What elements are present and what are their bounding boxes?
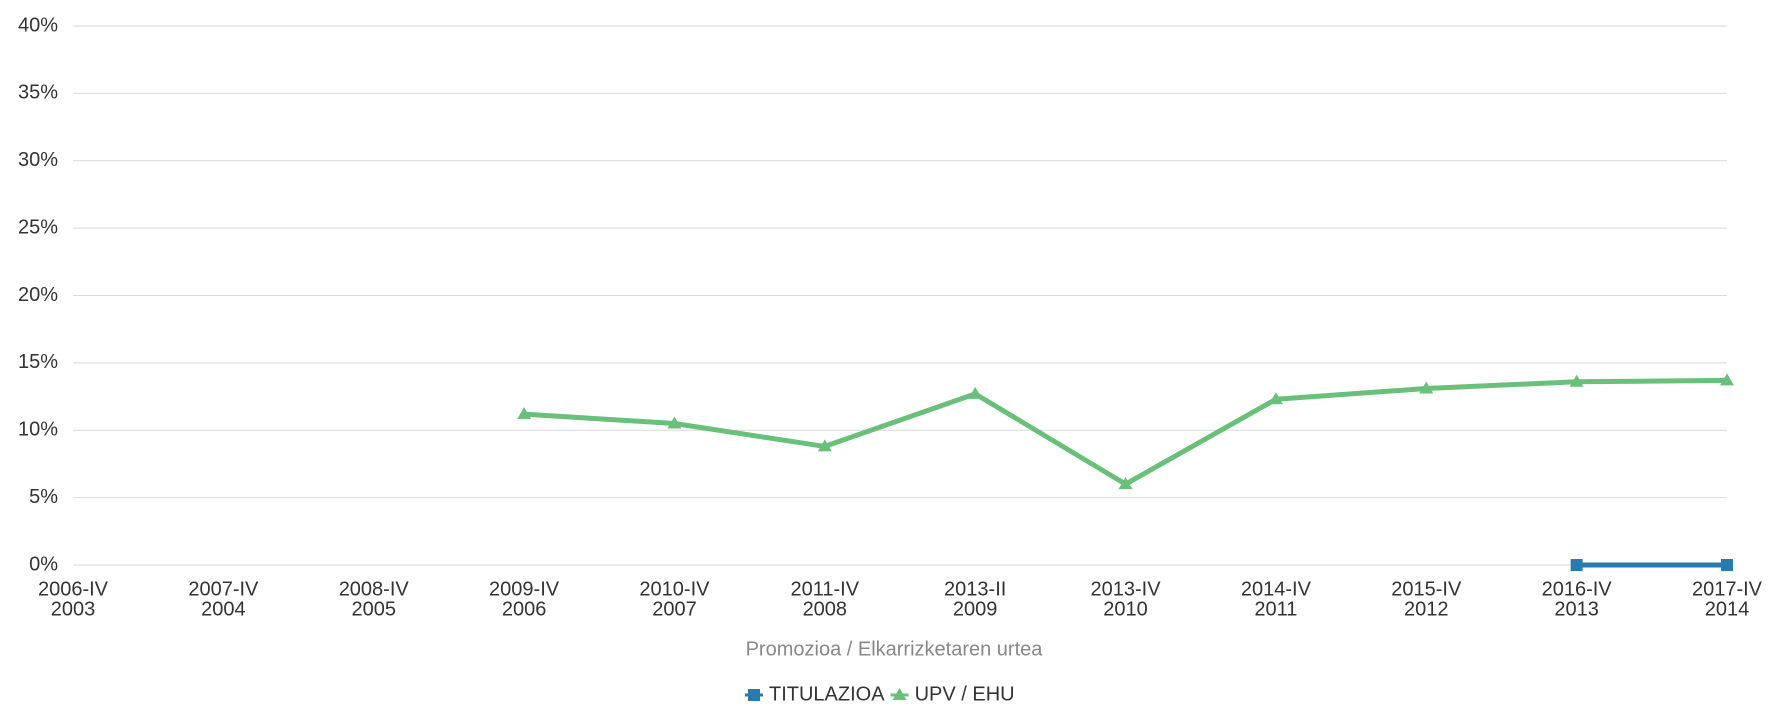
y-tick-label: 35% [18,82,58,104]
marker [1570,559,1583,571]
x-tick-label: 2006-IV [38,578,109,600]
x-tick-label: 2012 [1404,598,1449,620]
y-tick-label: 40% [18,14,58,36]
x-tick-label: 2006 [502,598,547,620]
marker [1720,373,1734,386]
marker [667,416,682,429]
marker [817,439,832,452]
y-tick-label: 5% [29,486,58,508]
x-tick-label: 2013-II [944,578,1006,600]
x-tick-label: 2004 [201,598,246,620]
x-tick-label: 2017-IV [1692,578,1763,600]
marker [1569,374,1584,387]
x-tick-label: 2009 [953,598,998,620]
marker [1721,559,1733,571]
x-tick-label: 2016-IV [1542,578,1613,600]
x-tick-label: 2010-IV [639,578,710,600]
x-tick-label: 2008-IV [339,578,410,600]
x-tick-label: 2011 [1254,598,1297,620]
x-tick-label: 2009-IV [489,578,560,600]
x-tick-label: 2007 [652,598,697,620]
y-tick-label: 10% [18,419,58,441]
y-tick-label: 25% [18,216,58,238]
x-tick-label: 2015-IV [1391,578,1462,600]
y-tick-label: 20% [18,284,58,306]
x-tick-label: 2005 [351,598,396,620]
y-tick-label: 0% [29,553,58,575]
x-tick-label: 2013 [1554,598,1599,620]
legend-marker [748,689,760,701]
marker [1268,392,1283,405]
legend-marker [892,688,907,700]
y-tick-label: 30% [18,149,58,171]
x-tick-label: 2011-IV [791,578,860,600]
marker [517,407,532,420]
legend-label: UPV / EHU [915,683,1015,705]
legend-label: TITULAZIOA [769,683,885,705]
x-tick-label: 2013-IV [1091,578,1162,600]
x-tick-label: 2014-IV [1241,578,1312,600]
x-tick-label: 2003 [51,598,96,620]
marker [1419,381,1434,394]
series-line [523,377,1728,487]
y-tick-label: 15% [18,351,58,373]
x-tick-label: 2007-IV [188,578,259,600]
x-tick-label: 2008 [803,598,848,620]
x-axis-title: Promozioa / Elkarrizketaren urtea [746,638,1044,660]
marker [1118,477,1133,490]
x-tick-label: 2010 [1103,598,1148,620]
marker [968,386,983,399]
x-tick-label: 2014 [1705,598,1750,620]
